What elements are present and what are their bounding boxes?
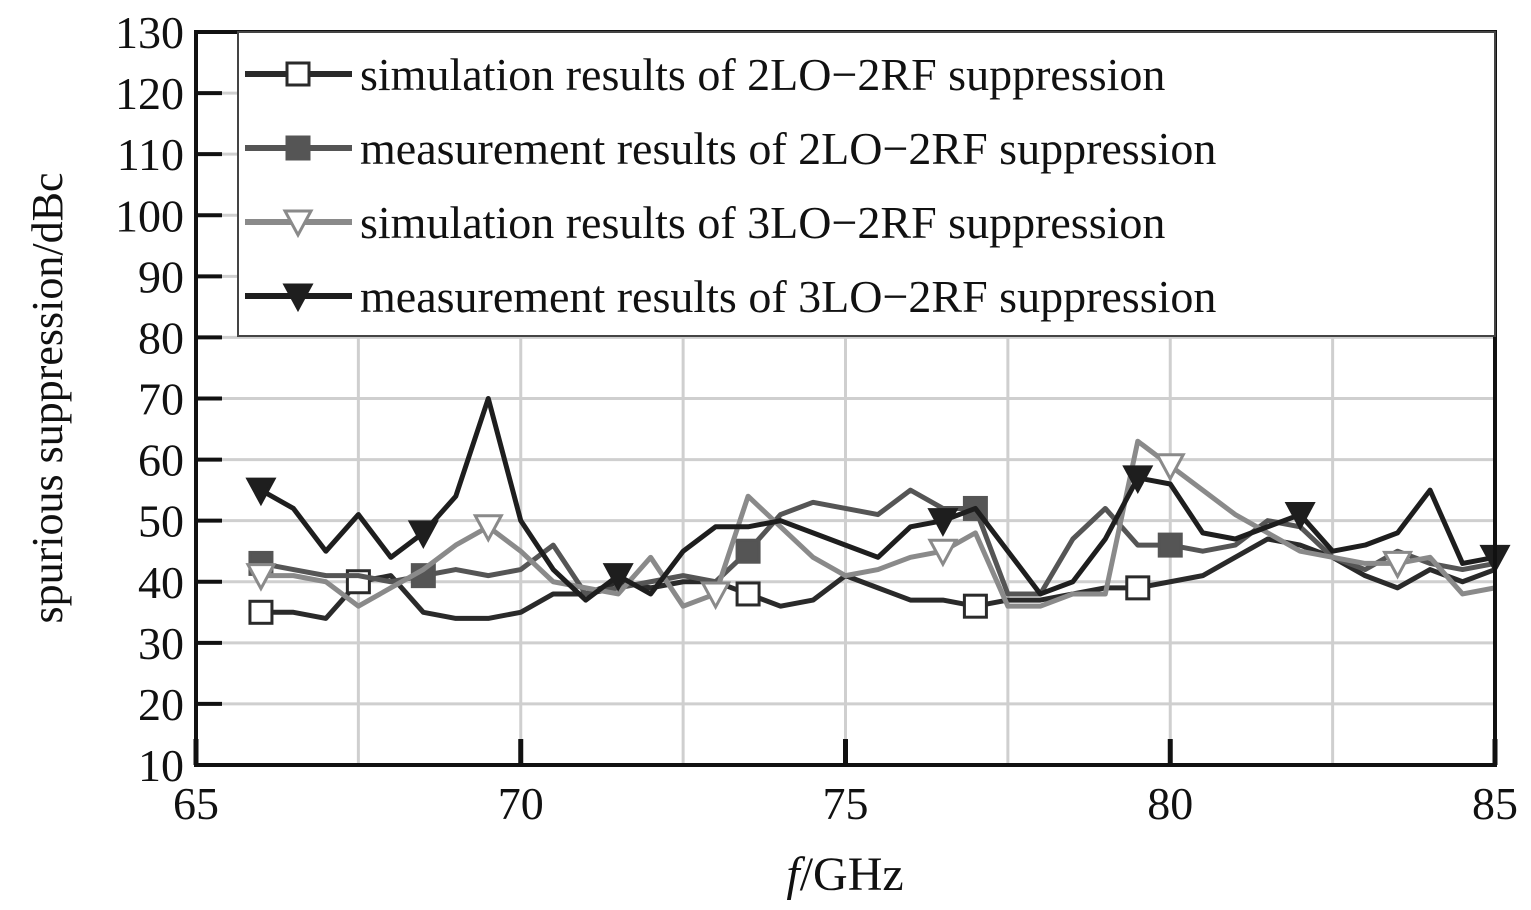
y-tick-label: 80 bbox=[138, 312, 184, 363]
y-tick-label: 40 bbox=[138, 557, 184, 608]
series-line bbox=[260, 438, 1496, 609]
series-marker bbox=[282, 283, 314, 313]
series-marker bbox=[472, 514, 504, 543]
series-line bbox=[259, 396, 1496, 603]
series-marker bbox=[1157, 532, 1183, 558]
x-axis-label: f/GHz bbox=[786, 848, 903, 901]
y-tick-label: 110 bbox=[117, 129, 184, 180]
legend-label: measurement results of 2LO−2RF suppressi… bbox=[360, 123, 1216, 174]
series-marker bbox=[282, 209, 314, 239]
series-marker bbox=[248, 599, 274, 625]
legend: simulation results of 2LO−2RF suppressio… bbox=[237, 31, 1496, 337]
axis-ticks: 10 20 30 40 50 60 70 80 90 100 110 120 130 65 70 75 80 85 bbox=[115, 7, 1518, 829]
series-marker bbox=[1382, 550, 1414, 580]
series-marker bbox=[700, 581, 732, 611]
y-tick-label: 70 bbox=[138, 374, 184, 425]
y-tick-label: 90 bbox=[138, 251, 184, 302]
legend-label: simulation results of 2LO−2RF suppressio… bbox=[360, 49, 1165, 100]
series-marker bbox=[285, 135, 311, 161]
series-marker bbox=[962, 593, 988, 619]
legend-item-3: simulation results of 3LO−2RF suppressio… bbox=[245, 197, 1165, 248]
series-marker bbox=[927, 538, 959, 568]
y-tick-label: 120 bbox=[115, 68, 184, 119]
series-marker bbox=[1125, 575, 1151, 601]
legend-box bbox=[237, 31, 1496, 337]
series-marker bbox=[1122, 465, 1154, 495]
series-3 bbox=[245, 438, 1496, 611]
x-tick-label: 80 bbox=[1147, 778, 1193, 829]
series-marker bbox=[407, 520, 439, 550]
y-tick-label: 50 bbox=[138, 496, 184, 547]
x-tick-label: 75 bbox=[823, 778, 869, 829]
y-tick-label: 10 bbox=[138, 740, 184, 791]
y-tick-label: 130 bbox=[115, 7, 184, 58]
legend-label: simulation results of 3LO−2RF suppressio… bbox=[360, 197, 1165, 248]
y-axis-label: spurious suppression/dBc bbox=[23, 173, 72, 624]
legend-item-4: measurement results of 3LO−2RF suppressi… bbox=[245, 271, 1216, 322]
y-tick-label: 30 bbox=[138, 618, 184, 669]
series-layer bbox=[245, 396, 1511, 625]
y-tick-label: 100 bbox=[115, 190, 184, 241]
series-marker bbox=[735, 538, 761, 564]
legend-item-2: measurement results of 2LO−2RF suppressi… bbox=[245, 123, 1216, 174]
series-line bbox=[260, 487, 1496, 597]
series-marker bbox=[245, 477, 277, 507]
series-marker bbox=[602, 563, 634, 592]
x-axis-label-unit: /GHz bbox=[800, 848, 904, 901]
y-tick-label: 60 bbox=[138, 435, 184, 486]
y-tick-label: 20 bbox=[138, 679, 184, 730]
series-marker bbox=[735, 581, 761, 607]
series-marker bbox=[245, 563, 277, 592]
series-marker bbox=[1154, 453, 1186, 482]
x-tick-label: 70 bbox=[498, 778, 544, 829]
x-tick-label: 85 bbox=[1472, 778, 1518, 829]
legend-label: measurement results of 3LO−2RF suppressi… bbox=[360, 271, 1216, 322]
series-marker bbox=[1284, 502, 1316, 531]
legend-item-1: simulation results of 2LO−2RF suppressio… bbox=[245, 49, 1165, 100]
x-tick-label: 65 bbox=[173, 778, 219, 829]
series-marker bbox=[285, 61, 311, 87]
series-marker bbox=[927, 508, 959, 537]
series-4 bbox=[245, 396, 1511, 603]
